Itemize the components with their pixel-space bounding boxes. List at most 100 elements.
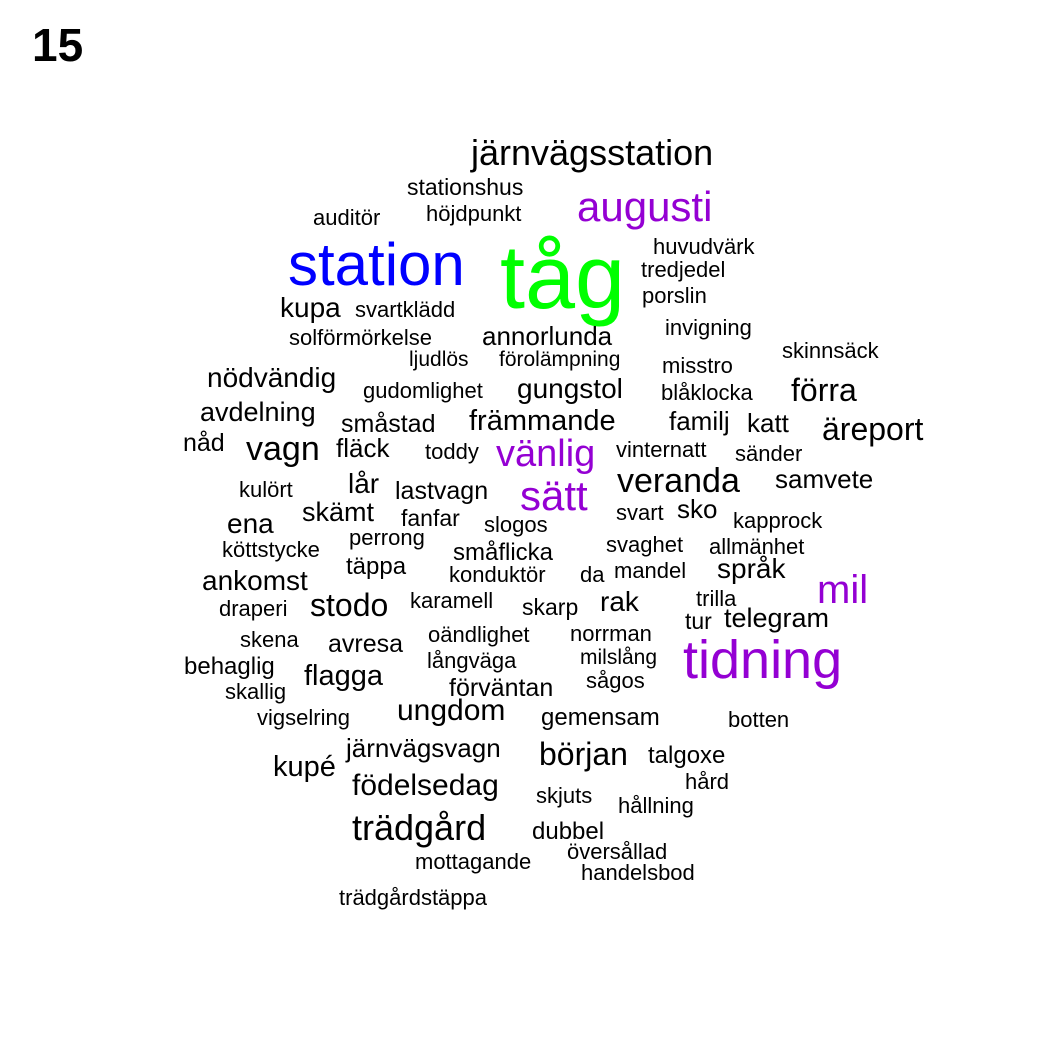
cloud-word: nåd bbox=[183, 429, 225, 457]
cloud-word: talgoxe bbox=[648, 742, 725, 769]
cloud-word: främmande bbox=[469, 405, 616, 437]
cloud-word: början bbox=[539, 736, 628, 772]
cloud-word: handelsbod bbox=[581, 860, 695, 885]
cloud-word: stodo bbox=[310, 587, 388, 623]
cloud-word: vänlig bbox=[496, 433, 595, 475]
cloud-word: annorlunda bbox=[482, 321, 613, 351]
cloud-word: tidning bbox=[683, 630, 842, 690]
cloud-word: avresa bbox=[328, 630, 403, 658]
cloud-word: småstad bbox=[341, 410, 435, 438]
cloud-word: lår bbox=[348, 468, 379, 499]
cloud-word: fanfar bbox=[401, 505, 460, 531]
cloud-word: äreport bbox=[822, 411, 924, 447]
cloud-word: telegram bbox=[724, 603, 829, 633]
cloud-word: ena bbox=[227, 508, 274, 539]
cloud-word: långväga bbox=[427, 648, 517, 673]
cloud-word: mottagande bbox=[415, 849, 531, 874]
cloud-word: skarp bbox=[522, 594, 578, 620]
cloud-word: översållad bbox=[567, 839, 667, 864]
cloud-word: mandel bbox=[614, 558, 686, 583]
cloud-word: behaglig bbox=[184, 653, 275, 680]
cloud-word: sågos bbox=[586, 668, 645, 693]
cloud-word: katt bbox=[747, 408, 790, 438]
cloud-word: samvete bbox=[775, 464, 873, 494]
cloud-word: blåklocka bbox=[661, 380, 753, 405]
cloud-word: skjuts bbox=[536, 783, 592, 808]
cloud-word: ljudlös bbox=[409, 348, 469, 371]
cloud-word: järnvägsvagn bbox=[345, 733, 501, 763]
cloud-word: skinnsäck bbox=[782, 338, 880, 363]
cloud-word: täppa bbox=[346, 553, 407, 580]
cloud-word: stationshus bbox=[407, 174, 523, 200]
cloud-word: tur bbox=[685, 608, 712, 634]
cloud-word: draperi bbox=[219, 596, 287, 621]
cloud-word: förolämpning bbox=[499, 348, 620, 371]
cloud-word: födelsedag bbox=[352, 769, 499, 802]
cloud-word: svaghet bbox=[606, 532, 683, 557]
cloud-word: invigning bbox=[665, 315, 752, 340]
cloud-word: fläck bbox=[336, 433, 390, 463]
cloud-word: sko bbox=[677, 494, 717, 524]
cloud-word: skallig bbox=[225, 679, 286, 704]
cloud-word: da bbox=[580, 562, 605, 587]
cloud-word: kupa bbox=[280, 292, 341, 323]
cloud-word: norrman bbox=[570, 621, 652, 646]
cloud-word: vigselring bbox=[257, 705, 350, 730]
cloud-word: toddy bbox=[425, 439, 479, 464]
cloud-word: vagn bbox=[246, 430, 320, 468]
cloud-word: köttstycke bbox=[222, 537, 320, 562]
cloud-word: ankomst bbox=[202, 565, 308, 596]
cloud-word: dubbel bbox=[532, 818, 604, 845]
cloud-word: familj bbox=[669, 406, 730, 436]
cloud-word: solförmörkelse bbox=[289, 325, 432, 350]
cloud-word: botten bbox=[728, 707, 789, 732]
cloud-word: höjdpunkt bbox=[426, 201, 521, 226]
cloud-word: nödvändig bbox=[207, 362, 336, 393]
cloud-word: tredjedel bbox=[641, 257, 725, 282]
cloud-word: mil bbox=[817, 568, 868, 612]
cloud-word: augusti bbox=[577, 183, 712, 230]
cloud-word: förra bbox=[791, 372, 857, 408]
cloud-word: allmänhet bbox=[709, 534, 804, 559]
cloud-word: språk bbox=[717, 553, 786, 584]
cloud-word: porslin bbox=[642, 283, 707, 308]
cloud-word: vinternatt bbox=[616, 437, 707, 462]
cloud-word: misstro bbox=[662, 353, 733, 378]
cloud-word: hållning bbox=[618, 793, 694, 818]
cloud-word: förväntan bbox=[449, 674, 553, 702]
cloud-word: småflicka bbox=[453, 539, 554, 566]
cloud-word: gemensam bbox=[541, 704, 660, 731]
cloud-word: svart bbox=[616, 500, 664, 525]
cloud-word: avdelning bbox=[200, 397, 316, 427]
cloud-word: kupé bbox=[273, 751, 336, 783]
cloud-word: skena bbox=[240, 627, 299, 652]
cloud-word: trilla bbox=[696, 586, 737, 611]
cloud-word: perrong bbox=[349, 525, 425, 550]
cloud-word: gungstol bbox=[517, 373, 623, 404]
panel-number: 15 bbox=[32, 19, 84, 71]
cloud-word: skämt bbox=[302, 497, 375, 527]
cloud-word: karamell bbox=[410, 588, 493, 613]
cloud-word: huvudvärk bbox=[653, 234, 756, 259]
cloud-word: milslång bbox=[580, 646, 657, 669]
cloud-word: trädgård bbox=[352, 807, 486, 848]
cloud-word: sänder bbox=[735, 441, 802, 466]
cloud-word: hård bbox=[685, 769, 729, 794]
cloud-word: tåg bbox=[500, 228, 625, 328]
cloud-word: rak bbox=[600, 586, 640, 617]
cloud-word: järnvägsstation bbox=[470, 132, 713, 173]
cloud-word: sätt bbox=[520, 472, 588, 519]
cloud-word: flagga bbox=[304, 660, 384, 692]
cloud-word: veranda bbox=[617, 462, 740, 500]
cloud-word: lastvagn bbox=[395, 477, 488, 505]
cloud-word: auditör bbox=[313, 205, 380, 230]
cloud-word: oändlighet bbox=[428, 622, 530, 647]
cloud-word: station bbox=[288, 231, 465, 298]
cloud-word: svartklädd bbox=[355, 297, 455, 322]
cloud-word: ungdom bbox=[397, 694, 505, 727]
cloud-word: gudomlighet bbox=[363, 378, 483, 403]
cloud-word: kapprock bbox=[733, 508, 823, 533]
cloud-word: kulört bbox=[239, 477, 293, 502]
cloud-word: trädgårdstäppa bbox=[339, 885, 488, 910]
